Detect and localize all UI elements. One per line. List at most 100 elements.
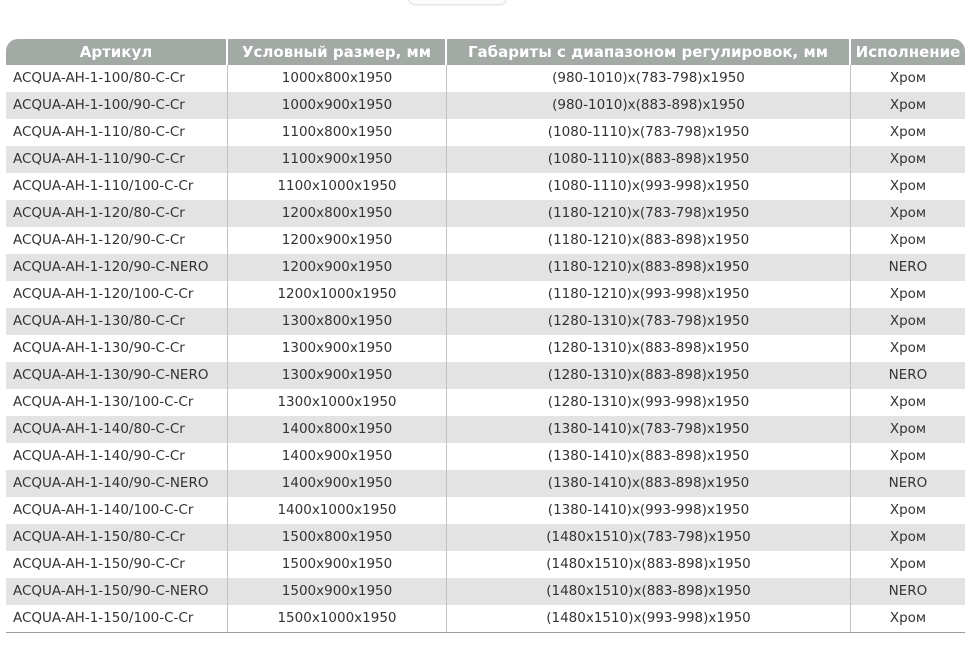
cell-finish: Хром bbox=[889, 556, 927, 572]
cell-article: ACQUA-AH-1-140/80-C-Cr bbox=[6, 416, 228, 443]
cell-article: ACQUA-AH-1-140/100-C-Cr bbox=[6, 497, 228, 524]
cell-article: ACQUA-AH-1-130/90-C-NERO bbox=[6, 362, 228, 389]
cell-nominal-size: 1300x1000x1950 bbox=[228, 389, 447, 416]
table-row: ACQUA-AH-1-150/100-C-Cr 1500x1000x1950 (14… bbox=[6, 605, 965, 632]
cell-finish: NERO bbox=[888, 259, 928, 275]
cell-nominal-size: 1400x900x1950 bbox=[228, 470, 447, 497]
cell-article: ACQUA-AH-1-130/100-C-Cr bbox=[6, 389, 228, 416]
cell-article: ACQUA-AH-1-110/80-C-Cr bbox=[6, 119, 228, 146]
cell-nominal-size: 1400x800x1950 bbox=[228, 416, 447, 443]
cell-adjustment-range: (980-1010)x(883-898)x1950 bbox=[447, 92, 851, 119]
cell-nominal-size: 1500x900x1950 bbox=[228, 578, 447, 605]
table-row: ACQUA-AH-1-140/100-C-Cr 1400x1000x1950 (13… bbox=[6, 497, 965, 524]
cell-adjustment-range: (1080-1110)x(883-898)x1950 bbox=[447, 146, 851, 173]
table-row: ACQUA-AH-1-150/80-C-Cr 1500x800x1950 (1480… bbox=[6, 524, 965, 551]
cell-finish: NERO bbox=[888, 367, 928, 383]
cell-adjustment-range: (1480x1510)x(783-798)x1950 bbox=[447, 524, 851, 551]
cell-finish: Хром bbox=[889, 97, 927, 113]
cell-nominal-size: 1000x800x1950 bbox=[228, 65, 447, 92]
product-spec-table: Артикул Условный размер, мм Габариты с д… bbox=[6, 39, 965, 633]
cell-article: ACQUA-AH-1-110/90-C-Cr bbox=[6, 146, 228, 173]
cell-adjustment-range: (1280-1310)x(783-798)x1950 bbox=[447, 308, 851, 335]
table-row: ACQUA-AH-1-100/90-C-Cr 1000x900x1950 (980-… bbox=[6, 92, 965, 119]
cell-adjustment-range: (1280-1310)x(883-898)x1950 bbox=[447, 362, 851, 389]
table-row: ACQUA-AH-1-150/90-C-Cr 1500x900x1950 (1480… bbox=[6, 551, 965, 578]
cell-article: ACQUA-AH-1-130/90-C-Cr bbox=[6, 335, 228, 362]
cell-finish: Хром bbox=[889, 151, 927, 167]
cell-finish: Хром bbox=[889, 529, 927, 545]
cell-adjustment-range: (1380-1410)x(993-998)x1950 bbox=[447, 497, 851, 524]
cell-adjustment-range: (980-1010)x(783-798)x1950 bbox=[447, 65, 851, 92]
cell-finish: Хром bbox=[889, 124, 927, 140]
table-body: ACQUA-AH-1-100/80-C-Cr 1000x800x1950 (980-… bbox=[6, 65, 965, 633]
partial-button-top[interactable] bbox=[408, 0, 507, 5]
table-header-row: Артикул Условный размер, мм Габариты с д… bbox=[6, 39, 965, 65]
cell-adjustment-range: (1380-1410)x(783-798)x1950 bbox=[447, 416, 851, 443]
cell-article: ACQUA-AH-1-100/90-C-Cr bbox=[6, 92, 228, 119]
cell-finish: Хром bbox=[889, 502, 927, 518]
cell-nominal-size: 1200x800x1950 bbox=[228, 200, 447, 227]
cell-nominal-size: 1200x1000x1950 bbox=[228, 281, 447, 308]
cell-finish: NERO bbox=[888, 583, 928, 599]
cell-nominal-size: 1400x900x1950 bbox=[228, 443, 447, 470]
cell-finish: Хром bbox=[889, 70, 927, 86]
table-row: ACQUA-AH-1-120/90-C-NERO 1200x900x1950 (11… bbox=[6, 254, 965, 281]
cell-adjustment-range: (1180-1210)x(783-798)x1950 bbox=[447, 200, 851, 227]
cell-adjustment-range: (1480x1510)x(883-898)x1950 bbox=[447, 578, 851, 605]
cell-finish: Хром bbox=[889, 394, 927, 410]
cell-finish: Хром bbox=[889, 340, 927, 356]
cell-adjustment-range: (1380-1410)x(883-898)x1950 bbox=[447, 470, 851, 497]
cell-adjustment-range: (1280-1310)x(883-898)x1950 bbox=[447, 335, 851, 362]
cell-adjustment-range: (1480x1510)x(993-998)x1950 bbox=[447, 605, 851, 632]
cell-nominal-size: 1100x800x1950 bbox=[228, 119, 447, 146]
table-row: ACQUA-AH-1-140/90-C-Cr 1400x900x1950 (1380… bbox=[6, 443, 965, 470]
cell-finish: Хром bbox=[889, 610, 927, 626]
cell-article: ACQUA-AH-1-120/100-C-Cr bbox=[6, 281, 228, 308]
table-row: ACQUA-AH-1-100/80-C-Cr 1000x800x1950 (980-… bbox=[6, 65, 965, 92]
cell-nominal-size: 1000x900x1950 bbox=[228, 92, 447, 119]
cell-adjustment-range: (1080-1110)x(783-798)x1950 bbox=[447, 119, 851, 146]
table-row: ACQUA-AH-1-110/100-C-Cr 1100x1000x1950 (10… bbox=[6, 173, 965, 200]
cell-nominal-size: 1400x1000x1950 bbox=[228, 497, 447, 524]
cell-finish: Хром bbox=[889, 205, 927, 221]
cell-finish: NERO bbox=[888, 475, 928, 491]
cell-finish: Хром bbox=[889, 448, 927, 464]
table-row: ACQUA-AH-1-130/80-C-Cr 1300x800x1950 (1280… bbox=[6, 308, 965, 335]
cell-nominal-size: 1500x900x1950 bbox=[228, 551, 447, 578]
cell-article: ACQUA-AH-1-120/80-C-Cr bbox=[6, 200, 228, 227]
cell-adjustment-range: (1080-1110)x(993-998)x1950 bbox=[447, 173, 851, 200]
cell-adjustment-range: (1280-1310)x(993-998)x1950 bbox=[447, 389, 851, 416]
column-header-article: Артикул bbox=[6, 39, 228, 65]
cell-finish: Хром bbox=[889, 232, 927, 248]
cell-nominal-size: 1300x800x1950 bbox=[228, 308, 447, 335]
cell-adjustment-range: (1180-1210)x(993-998)x1950 bbox=[447, 281, 851, 308]
cell-article: ACQUA-AH-1-110/100-C-Cr bbox=[6, 173, 228, 200]
cell-article: ACQUA-AH-1-120/90-C-NERO bbox=[6, 254, 228, 281]
column-header-adjustment-range: Габариты с диапазоном регулировок, мм bbox=[447, 39, 851, 65]
cell-article: ACQUA-AH-1-120/90-C-Cr bbox=[6, 227, 228, 254]
table-row: ACQUA-AH-1-130/90-C-Cr 1300x900x1950 (1280… bbox=[6, 335, 965, 362]
cell-article: ACQUA-AH-1-150/90-C-NERO bbox=[6, 578, 228, 605]
table-row: ACQUA-AH-1-120/100-C-Cr 1200x1000x1950 (11… bbox=[6, 281, 965, 308]
cell-nominal-size: 1200x900x1950 bbox=[228, 254, 447, 281]
column-header-finish: Исполнение bbox=[855, 43, 961, 61]
column-header-nominal-size: Условный размер, мм bbox=[228, 39, 447, 65]
table-row: ACQUA-AH-1-120/90-C-Cr 1200x900x1950 (1180… bbox=[6, 227, 965, 254]
cell-adjustment-range: (1180-1210)x(883-898)x1950 bbox=[447, 227, 851, 254]
cell-nominal-size: 1300x900x1950 bbox=[228, 362, 447, 389]
cell-article: ACQUA-AH-1-150/80-C-Cr bbox=[6, 524, 228, 551]
cell-finish: Хром bbox=[889, 421, 927, 437]
cell-adjustment-range: (1480x1510)x(883-898)x1950 bbox=[447, 551, 851, 578]
cell-article: ACQUA-AH-1-140/90-C-NERO bbox=[6, 470, 228, 497]
table-row: ACQUA-AH-1-110/80-C-Cr 1100x800x1950 (1080… bbox=[6, 119, 965, 146]
cell-nominal-size: 1500x1000x1950 bbox=[228, 605, 447, 632]
cell-article: ACQUA-AH-1-150/100-C-Cr bbox=[6, 605, 228, 632]
table-row: ACQUA-AH-1-120/80-C-Cr 1200x800x1950 (1180… bbox=[6, 200, 965, 227]
cell-finish: Хром bbox=[889, 178, 927, 194]
cell-nominal-size: 1100x1000x1950 bbox=[228, 173, 447, 200]
table-row: ACQUA-AH-1-140/90-C-NERO 1400x900x1950 (13… bbox=[6, 470, 965, 497]
table-row: ACQUA-AH-1-130/100-C-Cr 1300x1000x1950 (12… bbox=[6, 389, 965, 416]
table-row: ACQUA-AH-1-150/90-C-NERO 1500x900x1950 (14… bbox=[6, 578, 965, 605]
cell-nominal-size: 1100x900x1950 bbox=[228, 146, 447, 173]
cell-nominal-size: 1200x900x1950 bbox=[228, 227, 447, 254]
